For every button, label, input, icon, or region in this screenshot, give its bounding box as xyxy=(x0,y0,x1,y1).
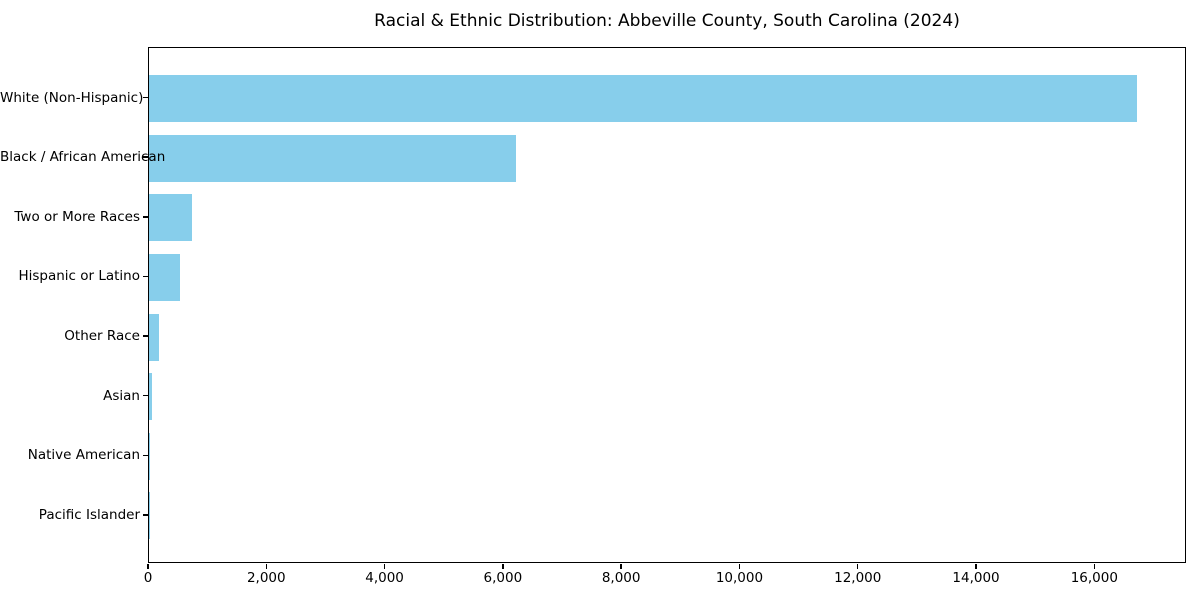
y-tick-mark xyxy=(143,335,148,337)
x-tick-label: 14,000 xyxy=(952,570,1000,586)
x-tick-mark xyxy=(738,564,741,569)
x-tick-label: 10,000 xyxy=(715,570,764,586)
x-tick-label: 4,000 xyxy=(365,570,404,586)
y-tick-mark xyxy=(143,156,148,158)
x-tick-mark xyxy=(147,564,149,569)
y-axis-label: Hispanic or Latino xyxy=(18,268,140,285)
y-axis-label: Other Race xyxy=(64,328,140,345)
x-tick-mark xyxy=(975,564,977,569)
x-tick-label: 8,000 xyxy=(601,570,641,586)
x-tick-mark xyxy=(502,564,504,569)
y-axis-label: Two or More Races xyxy=(14,208,140,225)
y-axis-label: Black / African American xyxy=(0,149,166,166)
x-tick-mark xyxy=(383,564,386,569)
x-tick-mark xyxy=(265,564,268,569)
y-tick-mark xyxy=(143,454,148,457)
x-tick-mark xyxy=(620,564,622,569)
plot-area xyxy=(148,47,1186,563)
y-tick-mark xyxy=(143,96,148,99)
x-tick-mark xyxy=(856,564,859,569)
y-axis-label: Native American xyxy=(27,447,140,464)
chart-title: Racial & Ethnic Distribution: Abbeville … xyxy=(374,11,960,31)
bar xyxy=(149,134,517,182)
x-tick-label: 6,000 xyxy=(483,570,523,586)
bar xyxy=(149,313,160,361)
y-tick-mark xyxy=(143,216,148,218)
y-tick-mark xyxy=(143,394,148,397)
y-axis-label: Pacific Islander xyxy=(38,506,140,523)
bar xyxy=(149,75,1138,122)
y-tick-mark xyxy=(143,275,148,278)
x-tick-label: 16,000 xyxy=(1070,570,1118,586)
y-axis-label: White (Non-Hispanic) xyxy=(0,89,144,106)
x-tick-label: 2,000 xyxy=(246,570,286,586)
bar xyxy=(149,194,192,242)
x-tick-mark xyxy=(1093,564,1096,569)
y-tick-mark xyxy=(143,514,148,516)
bar xyxy=(149,432,151,480)
bar xyxy=(149,253,181,301)
bar xyxy=(149,373,153,421)
x-tick-label: 0 xyxy=(143,570,153,586)
x-tick-label: 12,000 xyxy=(834,570,882,586)
y-axis-label: Asian xyxy=(103,387,140,404)
